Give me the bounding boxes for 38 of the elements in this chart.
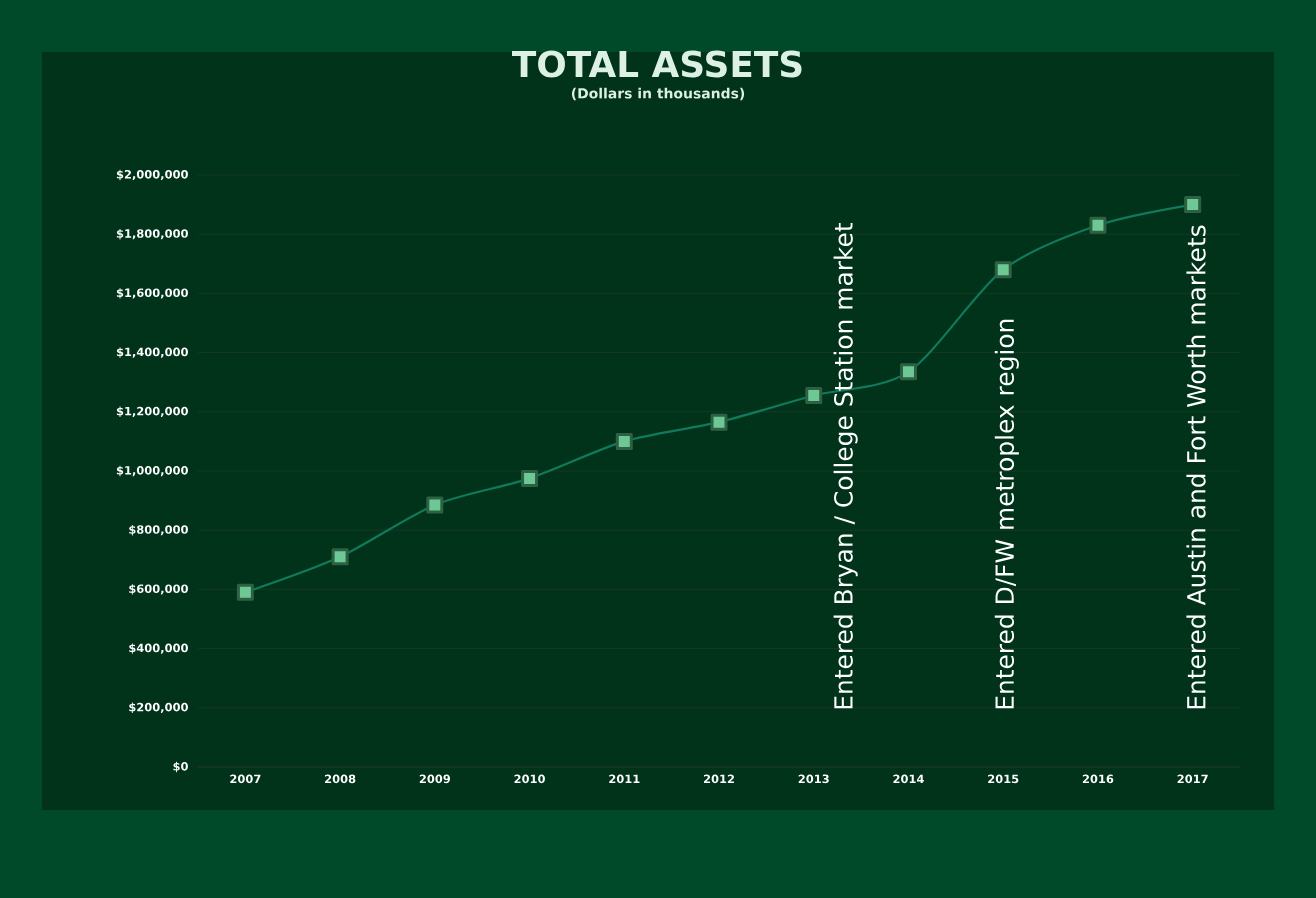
chart-title: TOTAL ASSETS [512, 50, 802, 78]
y-tick-label: $800,000 [129, 525, 188, 536]
point [236, 583, 254, 601]
x-tick-label: 2011 [609, 774, 640, 784]
y-tick-label: $0 [173, 761, 188, 773]
x-tick-label: 2009 [419, 774, 451, 784]
annotation: Entered D/FW metroplex region [994, 319, 1019, 709]
chart-subtitle: (Dollars in thousands) [571, 87, 745, 101]
x-tick-label: 2010 [514, 774, 545, 784]
y-tick-label: $1,200,000 [116, 406, 188, 417]
annotation: Entered Austin and Fort Worth markets [1186, 225, 1206, 709]
point [331, 548, 349, 566]
point [615, 432, 633, 450]
x-tick-label: 2012 [703, 774, 734, 784]
point [521, 469, 539, 487]
point [994, 261, 1012, 279]
y-tick-label: $1,400,000 [116, 347, 188, 358]
point [1089, 216, 1107, 234]
x-tick-label: 2017 [1177, 774, 1208, 784]
x-tick-label: 2013 [798, 774, 829, 784]
y-tick-label: $200,000 [129, 702, 188, 713]
x-tick-label: 2015 [988, 774, 1019, 784]
point [899, 363, 917, 381]
y-tick-label: $2,000,000 [116, 169, 188, 181]
annotation: Entered Bryan / College Station market [833, 222, 858, 709]
y-tick-label: $1,000,000 [116, 465, 188, 477]
y-tick-label: $400,000 [129, 643, 188, 654]
point [1184, 196, 1202, 214]
point [710, 413, 728, 431]
point [426, 496, 444, 514]
x-tick-label: 2008 [325, 774, 356, 784]
x-tick-label: 2016 [1082, 774, 1114, 784]
x-tick-label: 2007 [230, 774, 261, 784]
y-tick-label: $1,800,000 [116, 228, 188, 240]
point [805, 387, 823, 405]
x-tick-label: 2014 [893, 774, 924, 784]
y-tick-label: $1,600,000 [116, 288, 188, 299]
y-tick-label: $600,000 [129, 584, 188, 595]
